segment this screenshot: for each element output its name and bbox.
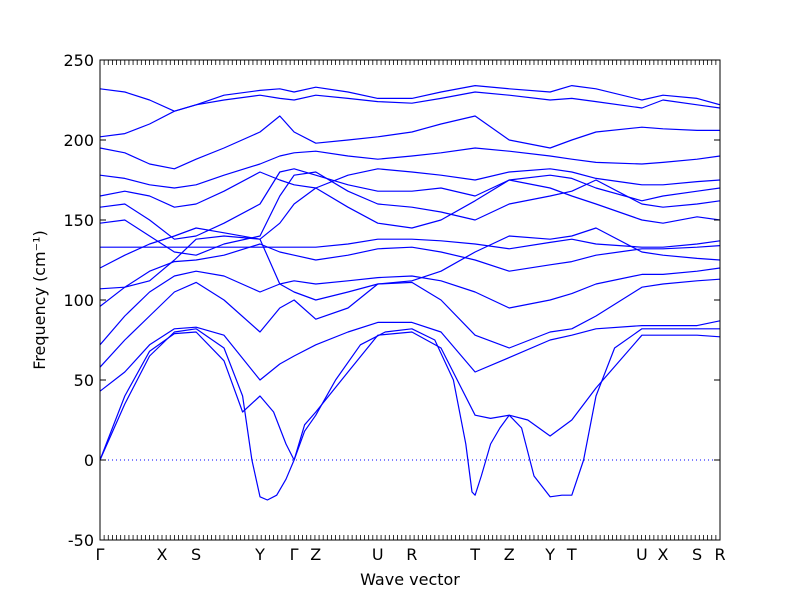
high-symmetry-label: R <box>714 545 725 564</box>
y-tick-label: 50 <box>74 371 94 390</box>
high-symmetry-label: Z <box>310 545 321 564</box>
y-axis-title: Frequency (cm⁻¹) <box>30 230 49 369</box>
band-line-9 <box>100 179 720 269</box>
band-line-13 <box>100 147 720 189</box>
band-line-6 <box>100 243 720 307</box>
plot-frame <box>99 59 721 541</box>
band-line-11 <box>100 168 720 240</box>
y-tick-label: -50 <box>68 531 94 550</box>
high-symmetry-label: U <box>636 545 648 564</box>
band-line-1 <box>100 328 720 501</box>
y-tick-label: 200 <box>63 131 94 150</box>
band-line-7 <box>100 238 720 250</box>
high-symmetry-label: Z <box>504 545 515 564</box>
band-line-5 <box>100 267 720 346</box>
high-symmetry-label: X <box>157 545 168 564</box>
y-tick-label: 150 <box>63 211 94 230</box>
band-line-16 <box>100 84 720 112</box>
high-symmetry-label: R <box>406 545 417 564</box>
band-line-2 <box>100 331 720 461</box>
series-layer <box>100 84 720 501</box>
high-symmetry-label: S <box>692 545 702 564</box>
y-tick-label: 100 <box>63 291 94 310</box>
high-symmetry-label: Γ <box>96 545 105 564</box>
high-symmetry-label: Y <box>544 545 555 564</box>
band-line-3 <box>100 320 720 392</box>
x-axis-title: Wave vector <box>360 570 460 589</box>
band-line-10 <box>100 171 720 256</box>
band-line-8 <box>100 227 720 301</box>
y-tick-labels: -50 0 50 100 150 200 250 <box>63 51 94 550</box>
high-symmetry-label: X <box>657 545 668 564</box>
y-tick-label: 0 <box>84 451 94 470</box>
band-line-14 <box>100 115 720 170</box>
y-tick-label: 250 <box>63 51 94 70</box>
high-symmetry-label: Y <box>254 545 265 564</box>
high-symmetry-label: T <box>469 545 480 564</box>
high-symmetry-label: Γ <box>290 545 299 564</box>
band-line-4 <box>100 278 720 368</box>
high-symmetry-label: S <box>191 545 201 564</box>
high-symmetry-label: U <box>372 545 384 564</box>
high-symmetry-label: T <box>566 545 577 564</box>
band-line-12 <box>100 168 720 208</box>
